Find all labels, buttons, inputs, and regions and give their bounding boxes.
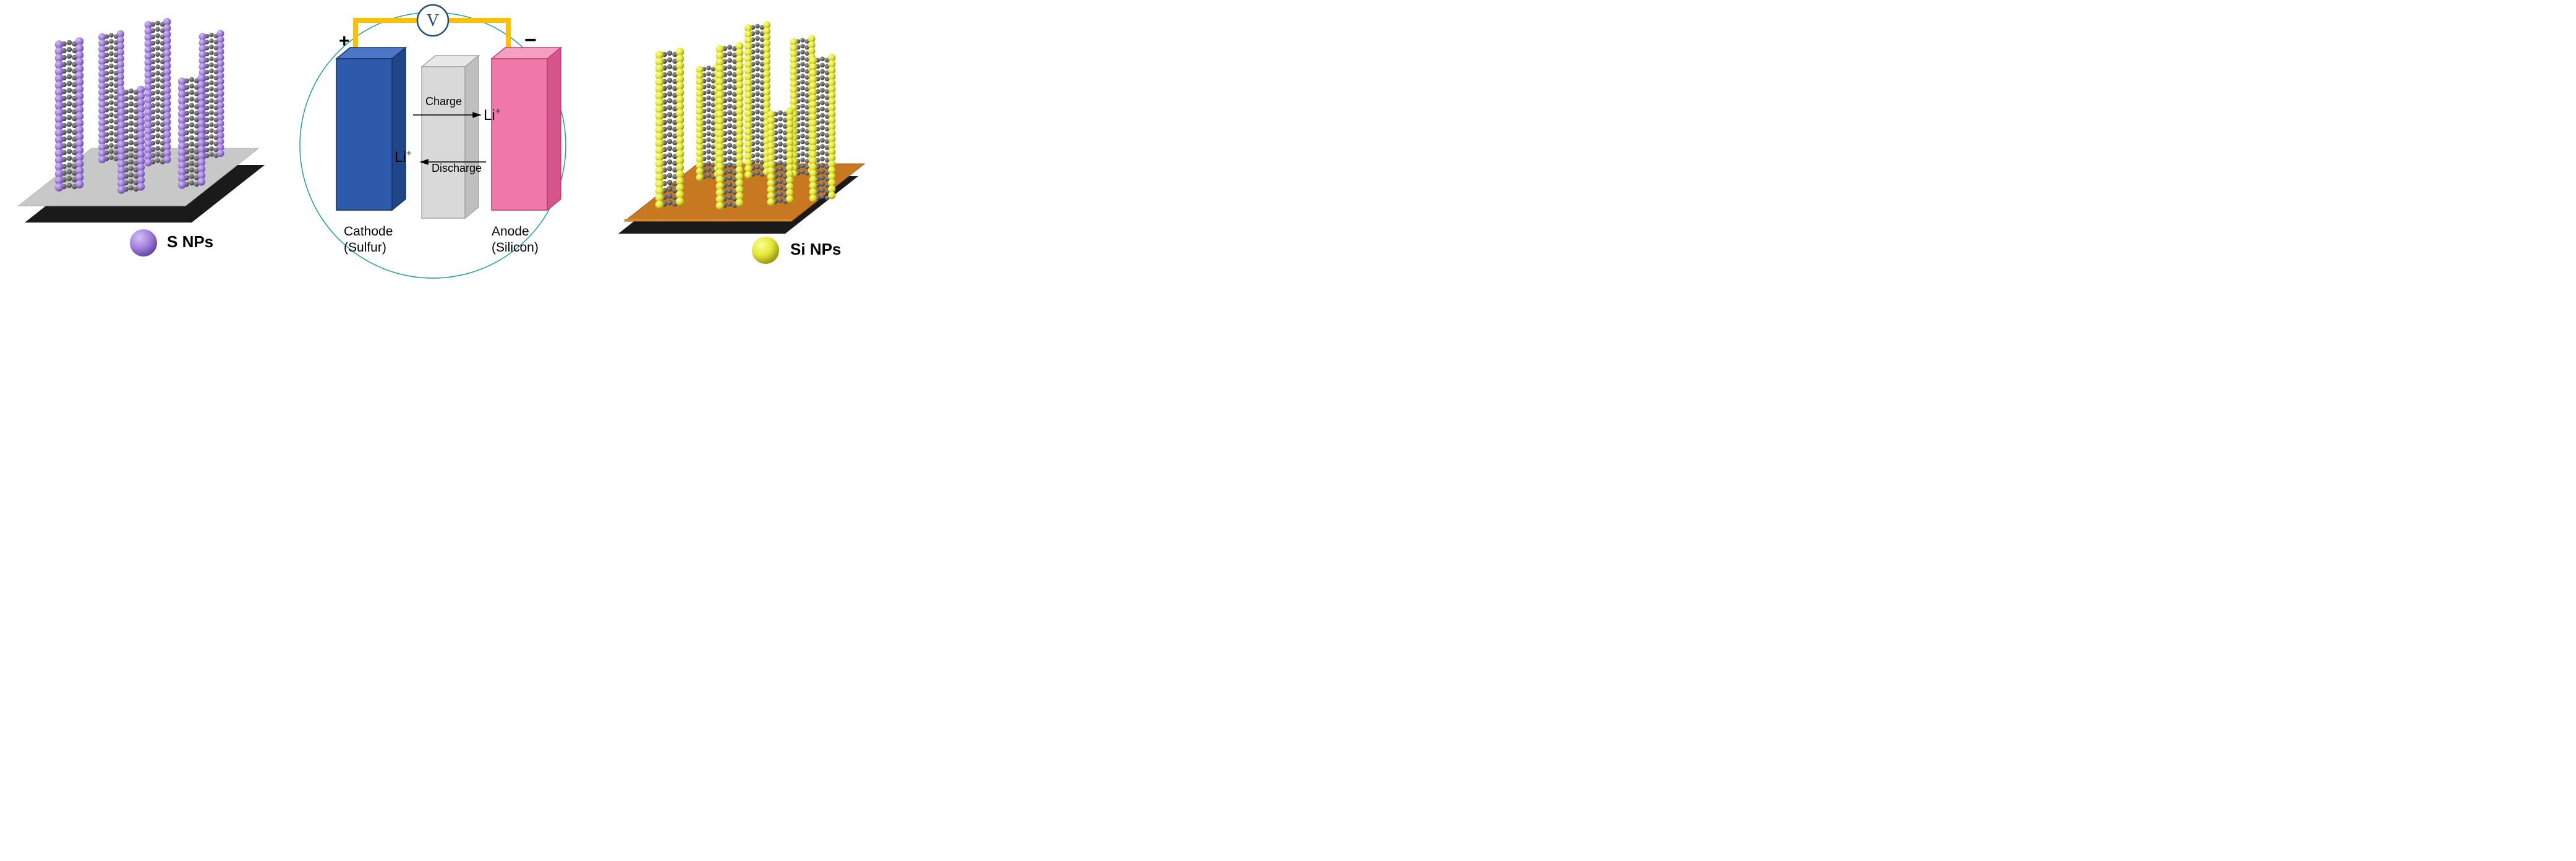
nanopillar <box>178 74 205 189</box>
sulfur-np-sphere-icon <box>130 229 157 257</box>
nanopillar <box>809 54 836 202</box>
terminal-minus: − <box>524 28 537 53</box>
left-legend-label: S NPs <box>167 232 213 252</box>
charge-li-ion: Li+ <box>484 106 501 124</box>
voltmeter-label: V <box>427 11 439 30</box>
nanopillar <box>744 21 770 179</box>
diagram-canvas: V Cathode (Sulfur) Anode (Silicon) + − C… <box>0 0 866 289</box>
discharge-label: Discharge <box>432 162 482 175</box>
cathode-label-line2: (Sulfur) <box>344 240 386 255</box>
silicon-np-sphere-icon <box>752 237 779 264</box>
discharge-li-ion: Li+ <box>395 148 412 166</box>
cathode-slab <box>336 48 406 210</box>
battery-schematic-svg: V <box>0 0 866 289</box>
separator-slab <box>422 56 479 218</box>
anode-label-line2: (Silicon) <box>492 240 539 255</box>
anode-label-line1: Anode <box>492 224 529 239</box>
cathode-label-line1: Cathode <box>344 224 393 239</box>
anode-slab <box>492 48 561 210</box>
nanopillar <box>655 48 685 209</box>
charge-label: Charge <box>425 95 462 108</box>
nanopillar <box>716 42 744 210</box>
nanopillar <box>145 18 171 166</box>
terminal-plus: + <box>339 31 350 52</box>
right-legend-label: Si NPs <box>790 240 841 259</box>
